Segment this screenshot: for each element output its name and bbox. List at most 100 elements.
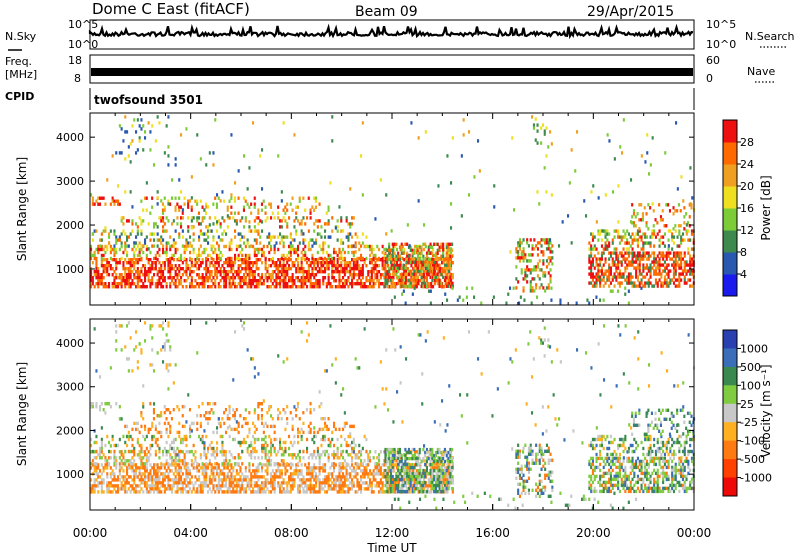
echo-cell (183, 270, 186, 274)
echo-cell (536, 262, 539, 266)
echo-cell (642, 247, 645, 251)
echo-cell (149, 487, 152, 491)
echo-cell (239, 232, 242, 236)
echo-cell (307, 484, 310, 488)
echo-cell (358, 484, 361, 488)
echo-cell (413, 266, 416, 270)
echo-cell (239, 219, 242, 223)
echo-cell (448, 250, 451, 255)
echo-cell (208, 261, 211, 265)
echo-cell (343, 459, 346, 463)
echo-cell (440, 272, 443, 276)
echo-cell (109, 456, 112, 460)
echo-cell (606, 238, 609, 242)
echo-cell (230, 133, 233, 137)
echo-cell (108, 481, 111, 485)
echo-cell (547, 241, 550, 245)
echo-cell (656, 266, 659, 270)
echo-cell (216, 267, 219, 271)
echo-cell (90, 279, 93, 283)
echo-cell (97, 463, 100, 467)
echo-cell (674, 260, 677, 264)
echo-cell (135, 241, 138, 245)
echo-cell (160, 199, 163, 203)
echo-cell (253, 484, 256, 488)
echo-cell (651, 260, 654, 264)
echo-cell (631, 251, 634, 255)
echo-cell (205, 469, 208, 473)
echo-cell (124, 232, 127, 236)
echo-cell (185, 261, 188, 265)
echo-cell (678, 266, 681, 270)
echo-cell (214, 475, 217, 479)
echo-cell (527, 259, 530, 263)
echo-cell (190, 264, 193, 268)
echo-cell (207, 466, 210, 470)
echo-cell (654, 218, 657, 222)
echo-cell (394, 256, 397, 261)
echo-cell (367, 472, 370, 476)
echo-cell (261, 187, 264, 191)
echo-cell (199, 264, 202, 268)
echo-cell (450, 226, 453, 230)
echo-cell (288, 279, 291, 283)
echo-cell (214, 285, 217, 289)
echo-cell (154, 282, 157, 286)
echo-cell (248, 166, 251, 170)
echo-cell (306, 285, 309, 289)
echo-cell (138, 124, 141, 128)
echo-cell (690, 206, 693, 210)
echo-cell (343, 267, 346, 271)
echo-cell (505, 301, 508, 305)
echo-cell (529, 283, 532, 287)
echo-cell (644, 232, 647, 236)
echo-cell (450, 250, 453, 255)
echo-cell (205, 276, 208, 280)
echo-cell (372, 490, 375, 494)
echo-cell (434, 251, 437, 255)
echo-cell (520, 250, 523, 254)
echo-cell (540, 126, 543, 130)
echo-cell (435, 261, 438, 265)
echo-cell (304, 244, 307, 249)
echo-cell (178, 487, 181, 491)
echo-cell (172, 244, 175, 249)
echo-cell (187, 216, 190, 220)
echo-cell (284, 490, 287, 494)
echo-cell (410, 463, 413, 467)
echo-cell (266, 487, 269, 491)
echo-cell (363, 481, 366, 485)
echo-cell (234, 478, 237, 482)
echo-cell (113, 247, 116, 252)
echo-cell (228, 261, 231, 265)
echo-cell (250, 202, 253, 206)
echo-cell (349, 466, 352, 470)
echo-cell (304, 258, 307, 262)
echo-cell (163, 484, 166, 488)
echo-cell (450, 247, 453, 251)
echo-cell (300, 256, 303, 261)
echo-cell (199, 199, 202, 203)
echo-cell (189, 478, 192, 482)
echo-cell (289, 250, 292, 255)
echo-cell (309, 484, 312, 488)
echo-cell (349, 487, 352, 491)
echo-cell (135, 463, 138, 467)
echo-cell (284, 256, 287, 261)
echo-cell (140, 270, 143, 274)
echo-cell (198, 258, 201, 262)
echo-cell (178, 282, 181, 286)
echo-cell (246, 484, 249, 488)
echo-cell (660, 241, 663, 245)
echo-cell (433, 279, 436, 283)
echo-cell (140, 247, 143, 252)
echo-cell (396, 282, 399, 286)
echo-cell (638, 254, 641, 258)
echo-cell (622, 247, 625, 251)
echo-cell (606, 133, 609, 137)
echo-cell (113, 453, 116, 457)
echo-cell (551, 256, 554, 260)
echo-cell (608, 232, 611, 236)
echo-cell (387, 450, 390, 454)
echo-cell (113, 462, 116, 466)
